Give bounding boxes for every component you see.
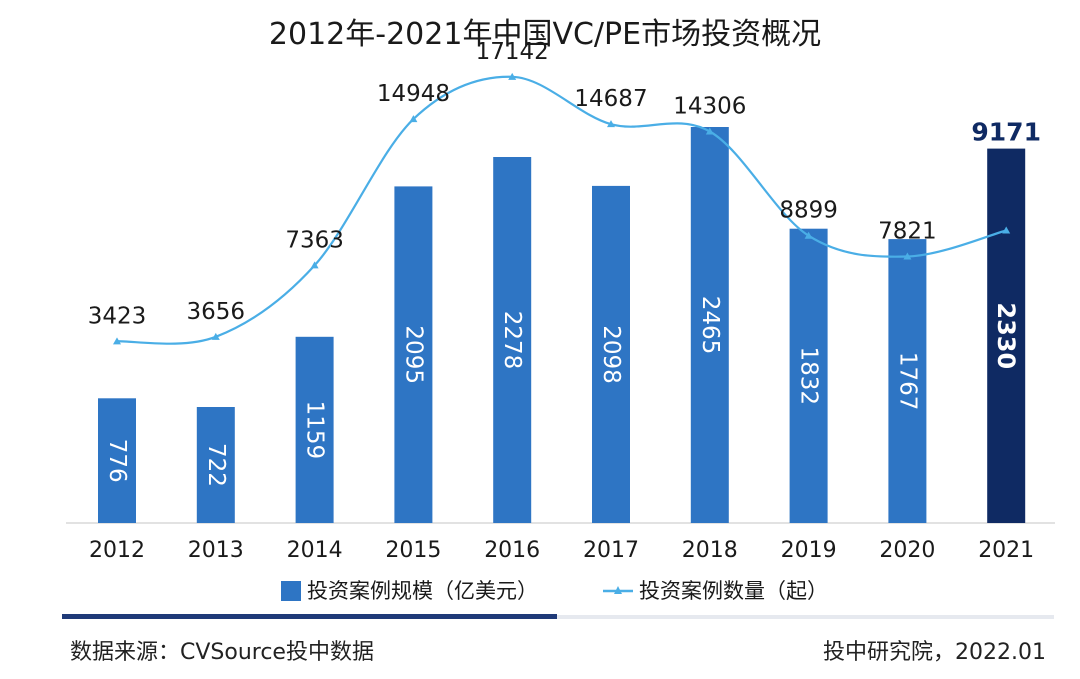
bar-label-2021: 2330: [992, 302, 1020, 369]
line-label-2020: 7821: [878, 219, 937, 245]
legend-line-marker: [614, 586, 622, 594]
progress-fill: [62, 614, 557, 619]
bar-2014: [295, 336, 334, 523]
line-marker-2016: [508, 72, 517, 80]
bar-2015: [394, 186, 433, 523]
x-tick-2020: 2020: [879, 538, 935, 563]
line-marker-2012: [113, 337, 121, 345]
bar-2019: [789, 228, 828, 523]
line-marker-2017: [607, 120, 615, 128]
line-marker-2018: [705, 127, 714, 135]
x-tick-2012: 2012: [89, 538, 145, 563]
bar-label-2013: 722: [203, 443, 229, 487]
line-label-2013: 3656: [187, 299, 246, 325]
legend-line-label: 投资案例数量（起）: [639, 579, 828, 603]
footer-source: 数据来源：CVSource投中数据: [70, 640, 374, 665]
legend-bar-label: 投资案例规模（亿美元）: [307, 579, 538, 603]
line-label-2012: 3423: [88, 303, 147, 329]
bar-label-2016: 2278: [499, 311, 525, 370]
series-line: [116, 75, 1007, 345]
line-label-2015: 14948: [377, 81, 450, 107]
bar-2016: [493, 157, 532, 523]
bar-label-2015: 2095: [400, 325, 426, 384]
progress-track: [62, 615, 1054, 619]
line-marker-2013: [211, 332, 220, 340]
line-label-2019: 8899: [779, 198, 838, 224]
x-tick-2016: 2016: [484, 538, 540, 563]
x-tick-2015: 2015: [385, 538, 441, 563]
line-label-2021: 9171: [971, 118, 1041, 147]
footer-credit: 投中研究院，2022.01: [823, 640, 1046, 665]
line-marker-2014: [310, 261, 319, 269]
bar-label-2012: 776: [104, 439, 130, 483]
bar-label-2014: 1159: [302, 401, 328, 460]
bar-label-2019: 1832: [796, 347, 822, 406]
line-marker-2015: [409, 115, 418, 123]
legend: 投资案例规模（亿美元） 投资案例数量（起）: [281, 579, 828, 603]
x-tick-2014: 2014: [287, 538, 343, 563]
line-label-2018: 14306: [673, 94, 746, 120]
line-marker-2020: [903, 252, 912, 260]
bar-label-2020: 1767: [894, 352, 920, 411]
bar-2017: [592, 185, 630, 523]
line-label-2017: 14687: [574, 86, 647, 112]
line-label-2016: 17142: [476, 39, 549, 65]
bar-2012: [98, 398, 136, 523]
x-tick-2019: 2019: [781, 538, 837, 563]
legend-bar-swatch: [281, 581, 301, 601]
bar-2021: [987, 148, 1026, 523]
x-tick-2017: 2017: [583, 538, 639, 563]
line-label-2014: 7363: [285, 227, 344, 253]
chart-title: 2012年-2021年中国VC/PE市场投资概况: [269, 17, 821, 52]
bar-2020: [888, 239, 927, 523]
bar-2018: [690, 127, 729, 523]
line-marker-2021: [1002, 226, 1011, 234]
bar-label-2017: 2098: [598, 325, 624, 384]
line-marker-2019: [804, 231, 813, 239]
x-tick-2021: 2021: [978, 538, 1034, 563]
bar-label-2018: 2465: [697, 296, 723, 355]
bar-2013: [196, 407, 235, 523]
x-tick-2013: 2013: [188, 538, 244, 563]
x-tick-2018: 2018: [682, 538, 738, 563]
